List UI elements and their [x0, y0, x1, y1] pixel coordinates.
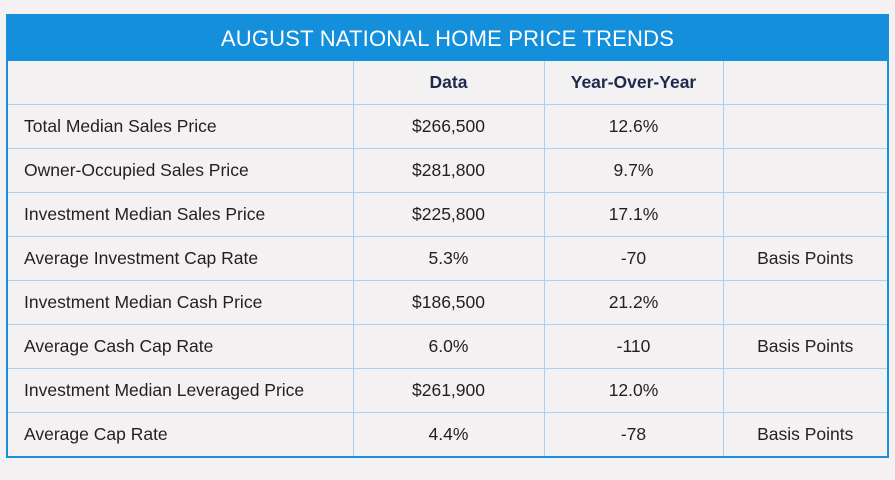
- row-label: Owner-Occupied Sales Price: [8, 148, 354, 193]
- header-label: [8, 61, 354, 105]
- row-label: Average Cap Rate: [8, 412, 354, 456]
- row-label: Average Cash Cap Rate: [8, 324, 354, 369]
- row-label: Total Median Sales Price: [8, 104, 354, 149]
- row-unit: [722, 192, 887, 237]
- row-yoy: 17.1%: [543, 192, 724, 237]
- row-data: 5.3%: [352, 236, 545, 281]
- table-row: Owner-Occupied Sales Price $281,800 9.7%: [8, 148, 887, 193]
- table-row: Average Investment Cap Rate 5.3% -70 Basis …: [8, 236, 887, 281]
- table-row: Average Cash Cap Rate 6.0% -110 Basis Point…: [8, 324, 887, 369]
- header-unit: [722, 61, 887, 105]
- row-unit: Basis Points: [722, 236, 887, 281]
- header-data: Data: [352, 61, 545, 105]
- table-row: Investment Median Leveraged Price $261,90…: [8, 368, 887, 413]
- row-yoy: 21.2%: [543, 280, 724, 325]
- row-data: $281,800: [352, 148, 545, 193]
- row-data: 6.0%: [352, 324, 545, 369]
- row-yoy: 12.6%: [543, 104, 724, 149]
- row-label: Investment Median Leveraged Price: [8, 368, 354, 413]
- table-row: Investment Median Sales Price $225,800 17.…: [8, 192, 887, 237]
- row-unit: Basis Points: [722, 324, 887, 369]
- header-yoy: Year-Over-Year: [543, 61, 724, 105]
- table-title: AUGUST NATIONAL HOME PRICE TRENDS: [8, 14, 887, 61]
- row-label: Investment Median Sales Price: [8, 192, 354, 237]
- row-yoy: -78: [543, 412, 724, 456]
- row-unit: [722, 280, 887, 325]
- row-unit: [722, 148, 887, 193]
- row-yoy: 9.7%: [543, 148, 724, 193]
- row-data: $225,800: [352, 192, 545, 237]
- row-yoy: -110: [543, 324, 724, 369]
- header-row: Data Year-Over-Year: [8, 61, 887, 105]
- row-data: 4.4%: [352, 412, 545, 456]
- row-yoy: -70: [543, 236, 724, 281]
- data-table: Data Year-Over-Year Total Median Sales P…: [8, 61, 887, 456]
- row-label: Average Investment Cap Rate: [8, 236, 354, 281]
- table-row: Average Cap Rate 4.4% -78 Basis Points: [8, 412, 887, 456]
- row-label: Investment Median Cash Price: [8, 280, 354, 325]
- price-trends-table: AUGUST NATIONAL HOME PRICE TRENDS Data Y…: [6, 14, 889, 458]
- row-unit: Basis Points: [722, 412, 887, 456]
- row-yoy: 12.0%: [543, 368, 724, 413]
- row-unit: [722, 104, 887, 149]
- row-data: $266,500: [352, 104, 545, 149]
- table-row: Total Median Sales Price $266,500 12.6%: [8, 104, 887, 149]
- row-unit: [722, 368, 887, 413]
- row-data: $186,500: [352, 280, 545, 325]
- table-row: Investment Median Cash Price $186,500 21.2…: [8, 280, 887, 325]
- row-data: $261,900: [352, 368, 545, 413]
